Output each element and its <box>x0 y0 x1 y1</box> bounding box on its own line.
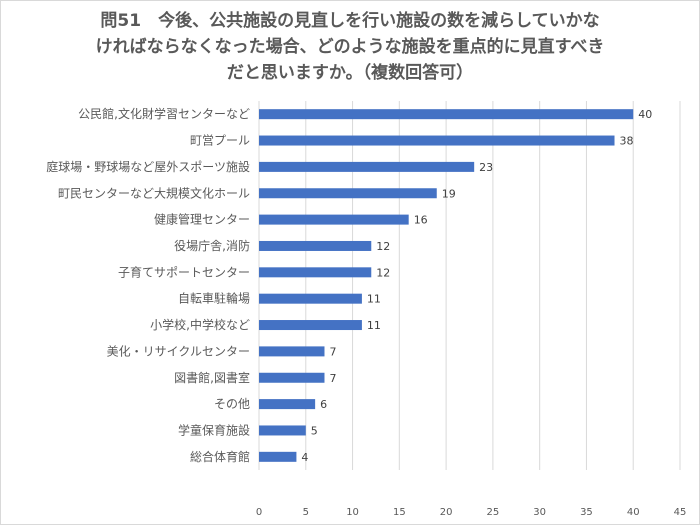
category-label-4: 町民センターなど大規模文化ホール <box>58 185 250 200</box>
data-label-1: 40 <box>638 108 652 121</box>
bar-1 <box>259 109 634 120</box>
x-tick-label-45: 45 <box>674 507 687 518</box>
data-label-8: 11 <box>367 293 381 306</box>
bar-7 <box>259 267 372 278</box>
data-label-13: 5 <box>311 424 318 437</box>
data-label-5: 16 <box>414 214 428 227</box>
x-tick-label-5: 5 <box>303 507 309 518</box>
category-label-2: 町営プール <box>190 134 250 148</box>
chart-title-line-3: だと思いますか。（複数回答可） <box>226 63 474 83</box>
x-tick-label-10: 10 <box>346 507 359 518</box>
data-label-9: 11 <box>367 319 381 332</box>
bar-2 <box>259 135 615 146</box>
bar-12 <box>259 399 316 410</box>
x-tick-label-15: 15 <box>393 507 406 518</box>
x-tick-label-0: 0 <box>256 507 262 518</box>
x-tick-label-20: 20 <box>440 507 453 518</box>
chart-title-line-1: 問51 今後、公共施設の見直しを行い施設の数を減らしていかな <box>100 11 600 31</box>
bar-14 <box>259 451 297 462</box>
bar-10 <box>259 346 325 357</box>
x-tick-label-30: 30 <box>533 507 546 518</box>
category-label-12: その他 <box>214 397 250 411</box>
bar-4 <box>259 188 437 199</box>
x-tick-label-25: 25 <box>487 507 500 518</box>
chart-title-line-2: ければならなくなった場合、どのような施設を重点的に見直すべき <box>95 37 605 57</box>
data-label-14: 4 <box>301 451 308 464</box>
category-label-11: 図書館,図書室 <box>174 370 250 385</box>
bar-11 <box>259 372 325 383</box>
data-label-3: 23 <box>479 161 493 174</box>
data-label-12: 6 <box>320 398 327 411</box>
category-label-14: 総合体育館 <box>190 449 250 464</box>
category-label-10: 美化・リサイクルセンター <box>107 344 250 358</box>
bar-5 <box>259 214 409 225</box>
data-label-10: 7 <box>329 345 336 358</box>
bar-6 <box>259 240 372 251</box>
data-label-11: 7 <box>329 372 336 385</box>
category-label-5: 健康管理センター <box>154 212 250 227</box>
bar-9 <box>259 320 362 331</box>
category-label-7: 子育てサポートセンター <box>118 264 250 279</box>
data-label-6: 12 <box>376 240 390 253</box>
category-label-1: 公民館,文化財学習センターなど <box>78 106 250 121</box>
category-label-8: 自転車駐輪場 <box>178 291 250 306</box>
x-tick-label-35: 35 <box>580 507 593 518</box>
bar-3 <box>259 161 475 172</box>
bar-13 <box>259 425 306 436</box>
data-label-2: 38 <box>620 135 634 148</box>
category-label-9: 小学校,中学校など <box>150 317 250 332</box>
x-tick-label-40: 40 <box>627 507 640 518</box>
bar-8 <box>259 293 362 304</box>
category-label-3: 庭球場・野球場など屋外スポーツ施設 <box>46 159 250 174</box>
category-label-13: 学童保育施設 <box>178 422 250 437</box>
chart-title: 問51 今後、公共施設の見直しを行い施設の数を減らしていかな ければならなくなっ… <box>40 8 660 86</box>
category-label-6: 役場庁舎,消防 <box>174 238 250 253</box>
data-label-4: 19 <box>442 187 456 200</box>
data-label-7: 12 <box>376 266 390 279</box>
